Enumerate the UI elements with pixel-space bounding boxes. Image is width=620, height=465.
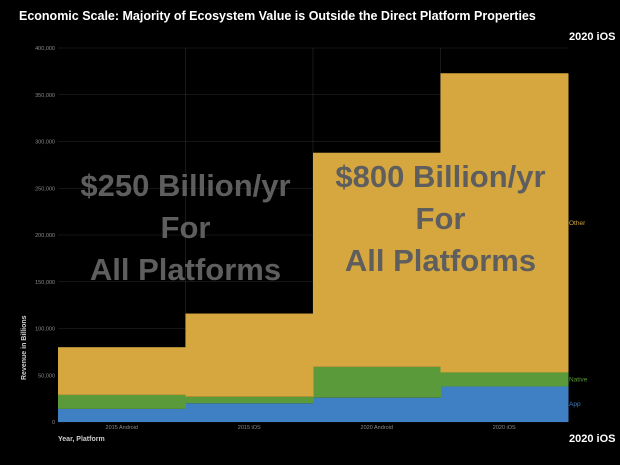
x-tick-label: 2015 iOS: [238, 425, 261, 431]
legend-app: App: [569, 401, 581, 408]
x-tick-label: 2020 Android: [361, 425, 393, 431]
annotation-line: All Platforms: [345, 243, 536, 278]
area-native-3: [440, 372, 569, 387]
y-tick-label: 350,000: [35, 93, 55, 99]
legend-native: Native: [569, 376, 588, 383]
area-other-0: [58, 347, 186, 395]
area-other-3: [440, 73, 569, 373]
annotation-line: $800 Billion/yr: [335, 159, 545, 194]
area-app-1: [185, 403, 314, 422]
annotation-line: For: [161, 210, 211, 245]
area-native-1: [185, 396, 314, 404]
annotation-line: $250 Billion/yr: [80, 168, 290, 203]
legend-other: Other: [569, 220, 586, 227]
selected-category-bottom: 2020 iOS: [569, 433, 616, 445]
x-axis-label: Year, Platform: [58, 436, 105, 443]
x-axis-ticks: 2015 Android 2015 iOS 2020 Android 2020 iOS: [106, 425, 517, 431]
area-app-3: [440, 386, 569, 422]
y-tick-label: 250,000: [35, 186, 55, 192]
area-other-1: [185, 313, 314, 397]
y-tick-label: 400,000: [35, 46, 55, 52]
y-axis-ticks: 0 50,000 100,000 150,000 200,000 250,000 300,0…: [35, 46, 55, 426]
y-tick-label: 300,000: [35, 140, 55, 146]
y-tick-label: 50,000: [38, 373, 55, 379]
area-app-2: [313, 397, 441, 422]
annotation-line: For: [416, 201, 466, 236]
area-native-2: [313, 366, 441, 398]
y-tick-label: 200,000: [35, 233, 55, 239]
area-native-0: [58, 394, 186, 409]
area-app-0: [58, 408, 186, 422]
y-tick-label: 150,000: [35, 280, 55, 286]
y-tick-label: 100,000: [35, 327, 55, 333]
selected-category-top: 2020 iOS: [569, 31, 616, 43]
y-axis-label: Revenue in Billions: [21, 315, 28, 380]
legend: App Native Other: [569, 220, 588, 408]
chart-title: Economic Scale: Majority of Ecosystem Va…: [19, 9, 536, 23]
area-series: [58, 73, 569, 422]
y-tick-label: 0: [52, 420, 55, 426]
x-tick-label: 2020 iOS: [493, 425, 516, 431]
area-other-2: [313, 152, 441, 367]
x-tick-label: 2015 Android: [106, 425, 138, 431]
annotation-line: All Platforms: [90, 252, 281, 287]
annotations: $250 Billion/yr For All Platforms $800 Bill…: [80, 159, 545, 287]
